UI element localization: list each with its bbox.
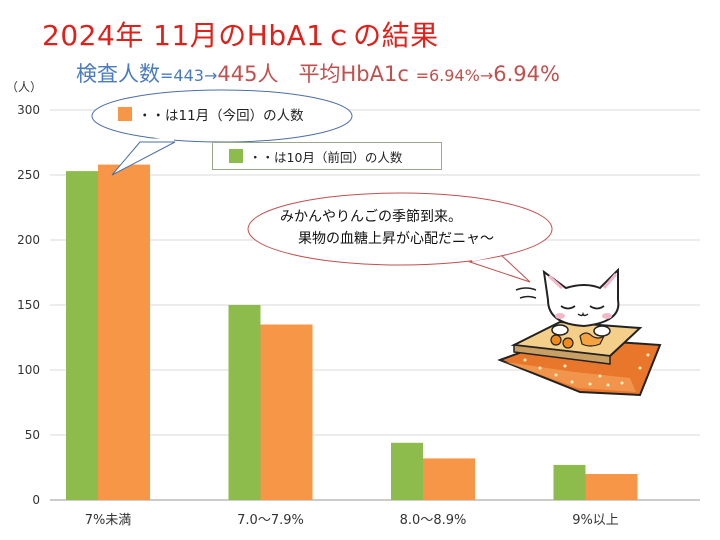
summary-line: 検査人数=443→445人 平均HbA1c =6.94%→6.94% — [76, 58, 560, 88]
bar-november — [585, 474, 638, 500]
avg-label: 平均HbA1c — [298, 62, 409, 86]
legend-october-label: ・・は10月（前回）の人数 — [249, 149, 403, 165]
legend-october-swatch — [229, 149, 243, 163]
y-tick-label: 250 — [17, 168, 40, 182]
category-label: 9%以上 — [572, 513, 619, 528]
legend-november: ・・は11月（今回）の人数 — [118, 104, 304, 124]
avg-prev: =6.94%→ — [415, 66, 494, 85]
cat-speech-bubble — [247, 192, 553, 283]
y-tick-label: 100 — [17, 363, 40, 377]
bar-october — [391, 442, 423, 500]
y-tick-label: 200 — [17, 233, 40, 247]
legend-bubble — [91, 89, 353, 176]
y-axis-unit: （人） — [6, 80, 43, 94]
bar-november — [423, 458, 475, 500]
legend-november-label: ・・は11月（今回）の人数 — [138, 108, 304, 124]
y-tick-label: 150 — [17, 298, 40, 312]
cat-speech-text: みかんやりんごの季節到来。 果物の血糖上昇が心配だニャ〜 — [280, 206, 494, 250]
category-label: 7%未満 — [85, 513, 132, 528]
legend-october: ・・は10月（前回）の人数 — [212, 142, 442, 170]
bar-november — [260, 324, 313, 500]
avg-now: 6.94% — [493, 62, 560, 86]
y-tick-label: 50 — [25, 428, 40, 442]
bar-october — [553, 464, 586, 500]
cat-speech-line-1: みかんやりんごの季節到来。 — [280, 209, 462, 225]
category-label: 8.0〜8.9% — [400, 513, 467, 528]
bar-november — [98, 164, 150, 500]
bar-october — [66, 171, 98, 500]
count-now: 445人 — [217, 62, 279, 86]
legend-november-swatch — [118, 107, 132, 121]
cat-speech-line-2: 果物の血糖上昇が心配だニャ〜 — [298, 231, 494, 247]
page-title: 2024年 11月のHbA1ｃの結果 — [42, 19, 439, 52]
count-label: 検査人数 — [76, 62, 160, 86]
count-prev: =443→ — [160, 66, 218, 85]
y-tick-label: 0 — [32, 493, 40, 507]
category-labels: 7%未満 7.0〜7.9% 8.0〜8.9% 9%以上 — [85, 513, 619, 528]
category-label: 7.0〜7.9% — [237, 513, 304, 528]
y-tick-label: 300 — [17, 103, 40, 117]
bars — [66, 164, 638, 500]
bar-october — [228, 305, 261, 500]
y-tick-labels: 0 50 100 150 200 250 300 — [17, 103, 40, 507]
cat-kotatsu-illustration — [497, 267, 662, 397]
